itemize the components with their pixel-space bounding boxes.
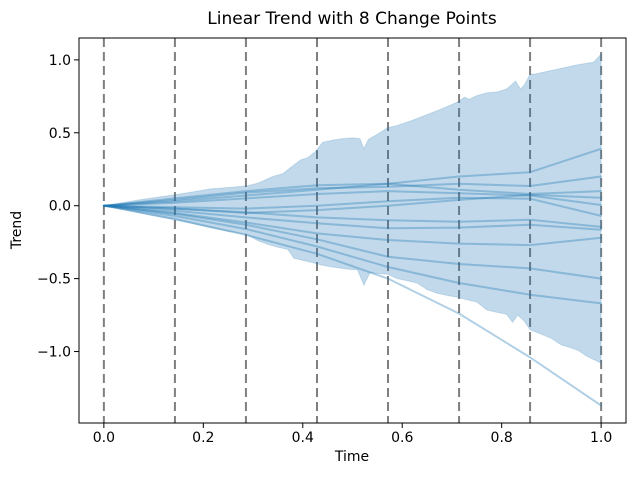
x-tick-label-0: 0.0 xyxy=(93,430,115,446)
trend-sample-5 xyxy=(102,190,603,207)
changepoint-lines-layer xyxy=(102,38,603,423)
trend-sample-9 xyxy=(102,204,603,247)
x-axis-label: Time xyxy=(334,449,369,465)
trend-sample-4 xyxy=(102,193,603,214)
uncertainty-band xyxy=(103,52,602,364)
y-tick-label-4: −1.0 xyxy=(37,345,71,361)
y-tick-label-2: 0.0 xyxy=(49,199,71,215)
x-tick-label-3: 0.6 xyxy=(391,430,413,446)
trend-sample-10 xyxy=(102,204,603,280)
x-tick-label-2: 0.4 xyxy=(292,430,314,446)
trend-sample-11 xyxy=(102,204,603,305)
y-tick-label-3: −0.5 xyxy=(37,272,71,288)
x-tick-label-4: 0.8 xyxy=(491,430,513,446)
trend-sample-1 xyxy=(102,147,603,207)
y-tick-label-1: 0.5 xyxy=(49,126,71,142)
axes-spines xyxy=(78,37,627,424)
axes-layer: 0.0 0.2 0.4 0.6 0.8 1.0 1.0 0.5 0.0 −0.5 −1.0 xyxy=(37,37,627,446)
x-tick-label-1: 0.2 xyxy=(192,430,214,446)
chart-title: Linear Trend with 8 Change Points xyxy=(207,9,497,29)
uncertainty-band-layer xyxy=(103,52,602,364)
trend-sample-3 xyxy=(102,182,603,207)
y-axis-label: Trend xyxy=(9,211,25,250)
trend-sample-6 xyxy=(102,196,603,217)
trend-sample-7 xyxy=(102,204,603,228)
trend-sample-8 xyxy=(102,204,603,231)
y-tick-label-0: 1.0 xyxy=(49,53,71,69)
x-tick-label-5: 1.0 xyxy=(590,430,612,446)
trend-lines-layer xyxy=(102,147,603,407)
trend-sample-2 xyxy=(102,175,603,207)
trend-sample-12 xyxy=(102,204,603,407)
